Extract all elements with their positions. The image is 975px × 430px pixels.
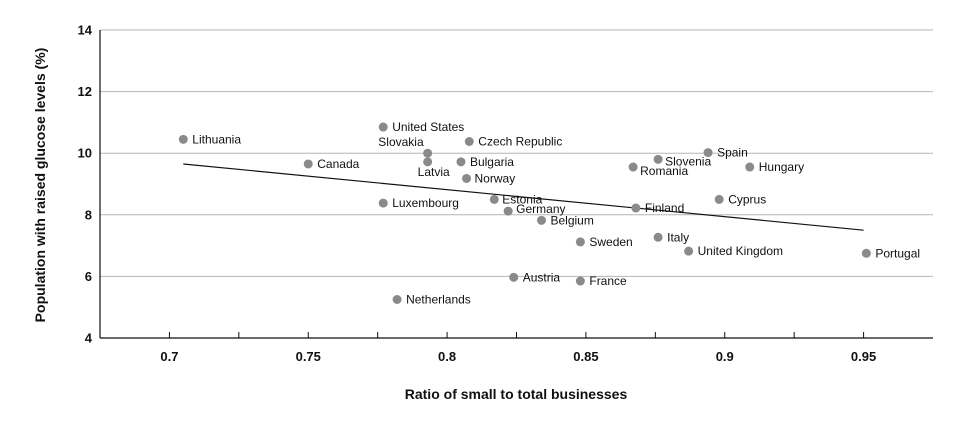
data-point <box>703 148 713 158</box>
point-label: Bulgaria <box>470 155 514 169</box>
data-point <box>509 272 519 282</box>
point-label: Germany <box>516 202 565 216</box>
point-label: Canada <box>317 157 359 171</box>
x-tick-label: 0.75 <box>296 349 321 364</box>
data-point <box>653 232 663 242</box>
point-label: Italy <box>667 230 689 244</box>
trendline-group <box>183 163 864 231</box>
axes <box>99 30 933 339</box>
point-label: Sweden <box>589 235 632 249</box>
point-label: Romania <box>640 164 688 178</box>
data-point <box>378 198 388 208</box>
point-label: France <box>589 274 627 288</box>
data-point <box>536 215 546 225</box>
data-point <box>423 157 433 167</box>
data-point <box>861 248 871 258</box>
x-tick-label: 0.8 <box>438 349 456 364</box>
data-point <box>575 276 585 286</box>
data-point <box>575 237 585 247</box>
data-point <box>462 173 472 183</box>
point-label: Slovakia <box>378 135 424 149</box>
x-tick-labels: 0.7 0.75 0.8 0.85 0.9 0.95 <box>160 349 876 364</box>
point-label: Austria <box>523 270 561 284</box>
point-label: United States <box>392 120 464 134</box>
y-tick-label: 8 <box>85 207 92 222</box>
point-label: Lithuania <box>192 132 241 146</box>
point-label: Estonia <box>502 192 542 206</box>
y-tick-label: 10 <box>78 146 92 161</box>
y-tick-label: 12 <box>78 84 92 99</box>
point-label: United Kingdom <box>698 244 783 258</box>
data-point <box>464 136 474 146</box>
data-point <box>392 295 402 304</box>
point-labels: Lithuania Canada United States Luxembourg Sl… <box>192 120 920 306</box>
point-label: Latvia <box>418 165 450 179</box>
point-label: Portugal <box>875 246 920 260</box>
x-tick-label: 0.9 <box>716 349 734 364</box>
y-tick-label: 6 <box>85 269 92 284</box>
y-axis-title: Population with raised glucose levels (%… <box>32 48 48 323</box>
data-point <box>631 203 641 213</box>
point-label: Finland <box>645 201 684 215</box>
x-tick-label: 0.85 <box>573 349 598 364</box>
trendline <box>183 163 864 231</box>
point-label: Hungary <box>759 160 804 174</box>
data-point <box>456 157 466 167</box>
y-tick-label: 4 <box>85 331 93 346</box>
x-tick-label: 0.7 <box>160 349 178 364</box>
data-point <box>684 246 694 256</box>
point-label: Czech Republic <box>478 134 562 148</box>
data-point <box>178 134 188 144</box>
point-label: Cyprus <box>728 192 766 206</box>
y-tick-labels: 4 6 8 10 12 14 <box>78 23 93 346</box>
x-tick-label: 0.95 <box>851 349 876 364</box>
data-point <box>714 194 724 204</box>
x-axis-title: Ratio of small to total businesses <box>405 386 628 402</box>
point-label: Slovenia <box>665 154 711 168</box>
data-point <box>745 162 755 172</box>
data-point <box>653 154 663 164</box>
y-tick-label: 14 <box>78 23 93 38</box>
data-point <box>489 194 499 204</box>
grid-lines <box>100 29 933 277</box>
data-point <box>303 159 313 169</box>
data-points <box>178 122 871 304</box>
data-point <box>378 122 388 132</box>
point-label: Netherlands <box>406 293 471 307</box>
point-label: Belgium <box>550 213 593 227</box>
data-point <box>423 148 433 158</box>
point-label: Luxembourg <box>392 196 459 210</box>
data-point <box>503 206 513 216</box>
point-label: Spain <box>717 146 748 160</box>
point-label: Norway <box>475 171 516 185</box>
data-point <box>628 162 638 172</box>
